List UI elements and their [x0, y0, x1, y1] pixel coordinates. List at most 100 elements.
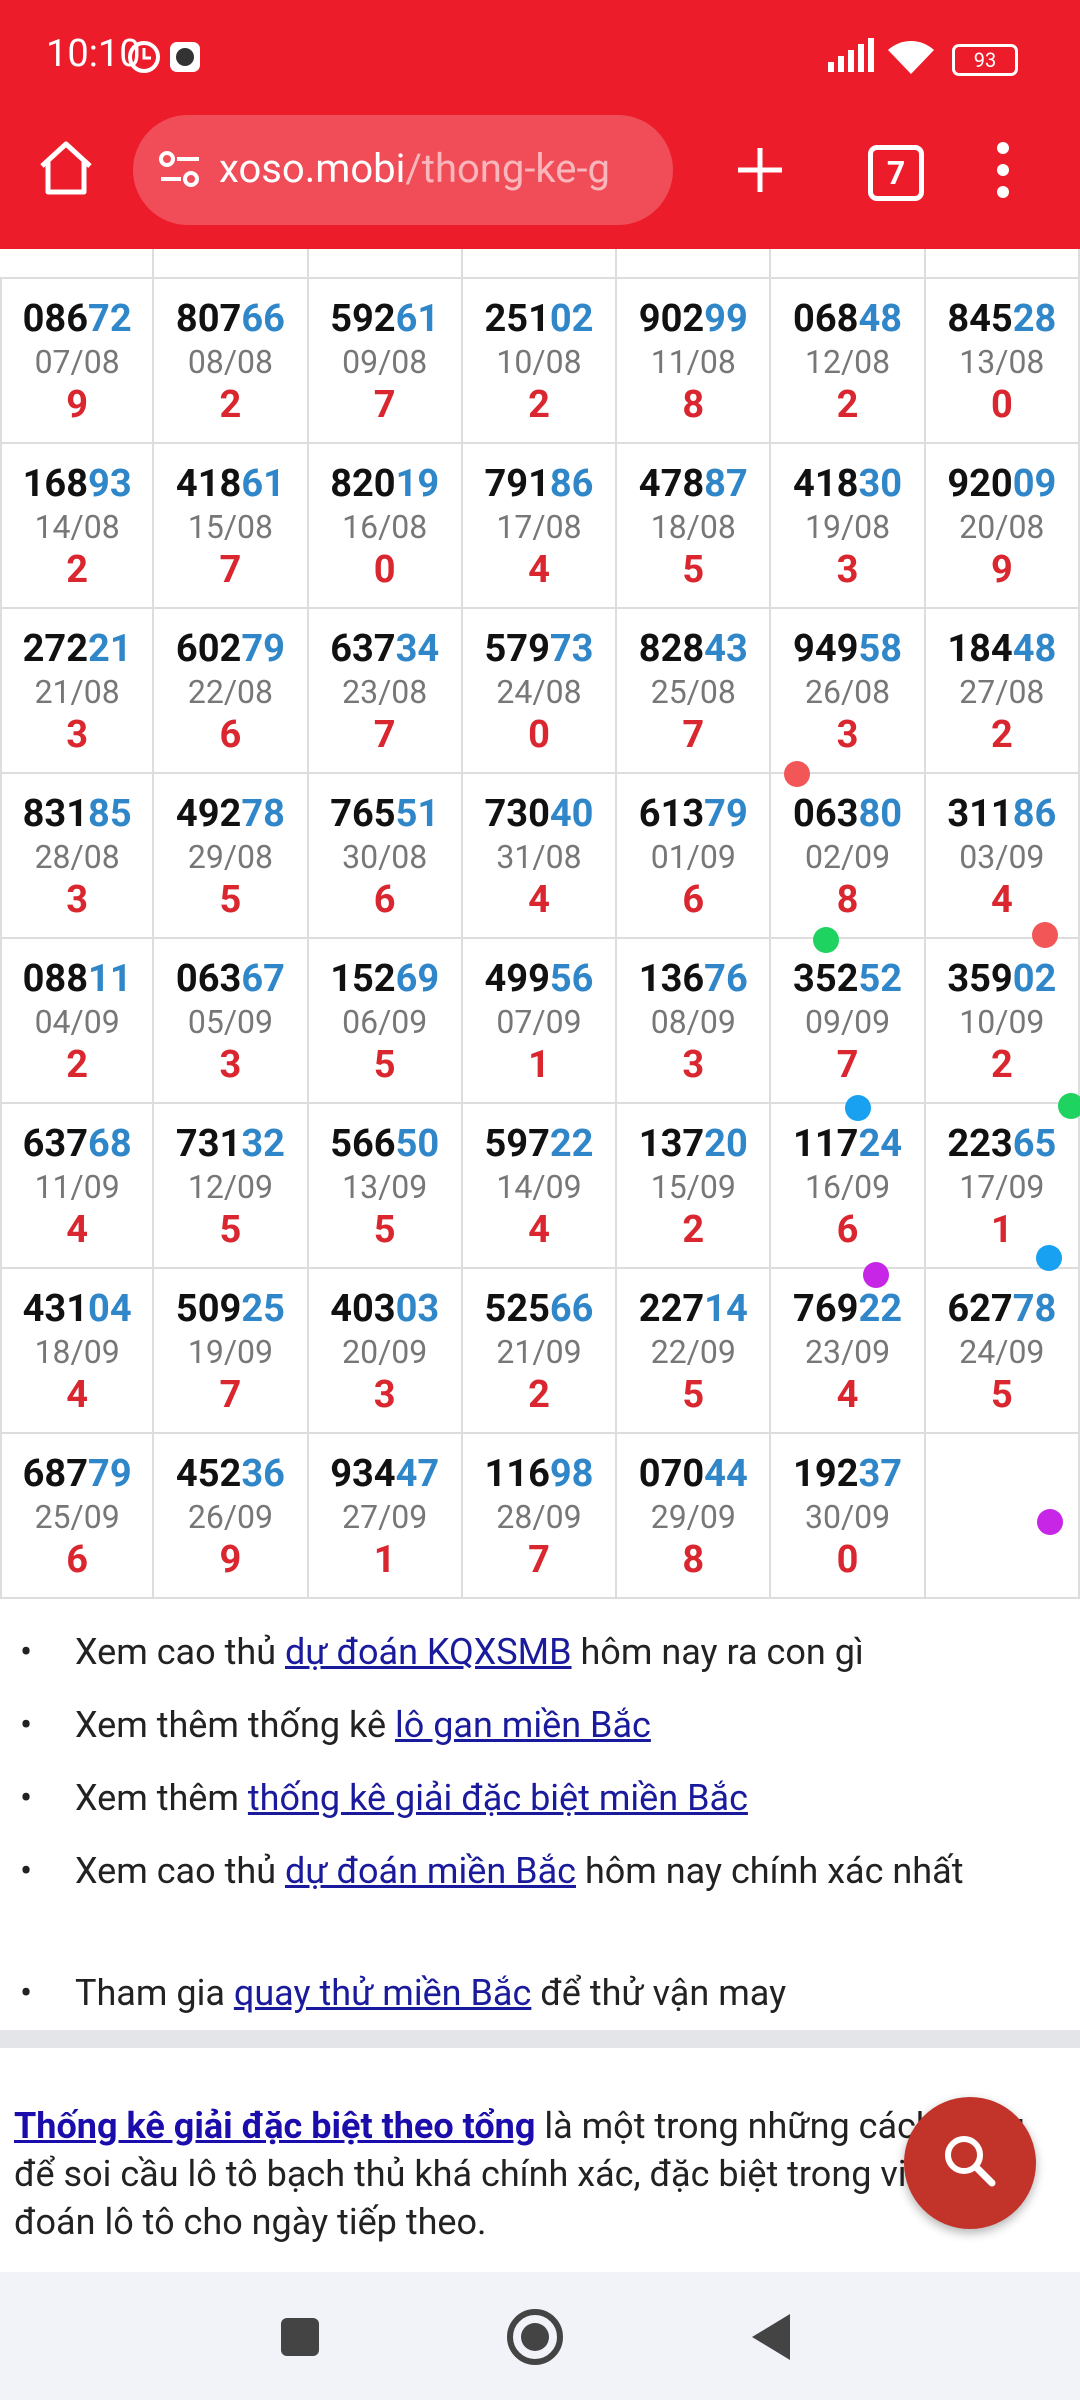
prize-number: 93447 [309, 1452, 461, 1496]
prize-number: 57973 [463, 627, 615, 671]
number-head: 086 [22, 297, 89, 341]
overlay-dot [813, 927, 839, 953]
bullet-item: • Xem thêm thống kê giải đặc biệt miền Bắ… [20, 1774, 1030, 1822]
status-time: 10:10 [46, 32, 141, 76]
home-nav-button[interactable] [507, 2309, 563, 2365]
digit-sum: 1 [528, 1043, 550, 1087]
overlay-dot [845, 1095, 871, 1121]
url: xoso.mobi/thong-ke-g [219, 145, 659, 192]
new-tab-button[interactable] [734, 144, 786, 196]
draw-date: 17/08 [496, 508, 582, 546]
separator [0, 2030, 1080, 2048]
digit-sum: 2 [836, 383, 859, 427]
prize-number: 80766 [154, 297, 306, 341]
number-tail: 36 [241, 1452, 285, 1496]
number-tail: 79 [241, 627, 285, 671]
draw-date: 18/09 [34, 1333, 120, 1371]
number-head: 452 [175, 1452, 242, 1496]
number-tail: 67 [241, 957, 285, 1001]
number-tail: 48 [858, 297, 903, 341]
prize-number: 11724 [771, 1122, 923, 1166]
draw-date: 17/09 [959, 1168, 1045, 1206]
search-icon [945, 2136, 996, 2187]
digit-sum: 7 [373, 383, 396, 427]
number-head: 831 [22, 792, 89, 836]
tab-count[interactable]: 7 [868, 145, 924, 201]
prize-number: 73132 [154, 1122, 306, 1166]
table-cell: 06848 12/08 2 [771, 279, 926, 444]
draw-date: 20/08 [959, 508, 1045, 546]
prize-number: 06848 [771, 297, 923, 341]
prize-number: 52566 [463, 1287, 615, 1331]
table-cell: 41861 15/08 7 [154, 444, 309, 609]
table-cell [925, 249, 1080, 279]
table-cell: 31186 03/09 4 [925, 774, 1080, 939]
draw-date: 22/08 [187, 673, 273, 711]
table-cell: 15269 06/09 5 [308, 939, 463, 1104]
number-tail: 58 [858, 627, 903, 671]
table-cell: 40303 20/09 3 [308, 1269, 463, 1434]
number-tail: 50 [395, 1122, 440, 1166]
number-head: 769 [793, 1287, 859, 1331]
bullet-dot: • [20, 1704, 33, 1746]
number-tail: 03 [395, 1287, 440, 1331]
table-cell: 76551 30/08 6 [308, 774, 463, 939]
digit-sum: 6 [66, 1538, 89, 1582]
address-bar[interactable]: xoso.mobi/thong-ke-g [133, 115, 673, 225]
number-head: 116 [484, 1452, 550, 1496]
number-tail: 68 [88, 1122, 132, 1166]
site-settings-icon[interactable] [157, 145, 203, 195]
draw-date: 30/09 [804, 1498, 891, 1536]
bullet-link[interactable]: quay thử miền Bắc [233, 1972, 532, 2014]
draw-date: 28/09 [496, 1498, 582, 1536]
digit-sum: 7 [682, 713, 705, 757]
home-button[interactable] [36, 138, 96, 198]
number-head: 117 [793, 1122, 859, 1166]
number-head: 820 [330, 462, 396, 506]
table-cell: 59261 09/08 7 [308, 279, 463, 444]
number-head: 492 [175, 792, 242, 836]
table-cell: 11724 16/09 6 [771, 1104, 926, 1269]
prize-number: 19237 [771, 1452, 923, 1496]
recents-button[interactable] [281, 2318, 319, 2356]
number-tail: 37 [858, 1452, 903, 1496]
table-cell [308, 249, 463, 279]
draw-date: 02/09 [804, 838, 891, 876]
number-head: 168 [22, 462, 89, 506]
bullet-link[interactable]: thống kê giải đặc biệt miền Bắc [247, 1777, 748, 1819]
prize-number: 11698 [463, 1452, 615, 1496]
number-tail: 66 [241, 297, 285, 341]
prize-number: 22714 [617, 1287, 769, 1331]
prize-number: 22365 [926, 1122, 1078, 1166]
digit-sum: 3 [66, 878, 89, 922]
menu-button[interactable] [990, 140, 1016, 200]
number-tail: 65 [1012, 1122, 1057, 1166]
back-button[interactable] [752, 2314, 790, 2360]
table-cell: 94958 26/08 3 [771, 609, 926, 774]
signal-wifi [828, 38, 934, 74]
number-tail: 24 [858, 1122, 903, 1166]
draw-date: 22/09 [650, 1333, 736, 1371]
number-head: 136 [638, 957, 705, 1001]
number-head: 223 [947, 1122, 1013, 1166]
bullet-link[interactable]: dự đoán miền Bắc [284, 1850, 577, 1892]
prize-number: 13676 [617, 957, 769, 1001]
prize-number: 73040 [463, 792, 615, 836]
search-button[interactable] [904, 2097, 1036, 2229]
draw-date: 18/08 [650, 508, 736, 546]
table-cell: 19237 30/09 0 [771, 1434, 926, 1599]
draw-date: 23/09 [804, 1333, 891, 1371]
number-head: 687 [22, 1452, 89, 1496]
bullet-text: Xem cao thủ [75, 1631, 285, 1673]
paragraph-link[interactable]: Thống kê giải đặc biệt theo tổng [14, 2105, 536, 2147]
number-tail: 51 [395, 792, 440, 836]
digit-sum: 4 [990, 878, 1013, 922]
table-cell: 63768 11/09 4 [0, 1104, 155, 1269]
bullet-link[interactable]: dự đoán KQXSMB [284, 1631, 572, 1673]
number-tail: 14 [704, 1287, 748, 1331]
table-cell: 27221 21/08 3 [0, 609, 155, 774]
bullet-link[interactable]: lô gan miền Bắc [394, 1704, 651, 1746]
table-cell: 25102 10/08 2 [462, 279, 618, 444]
number-head: 418 [175, 462, 242, 506]
number-tail: 56 [549, 957, 594, 1001]
